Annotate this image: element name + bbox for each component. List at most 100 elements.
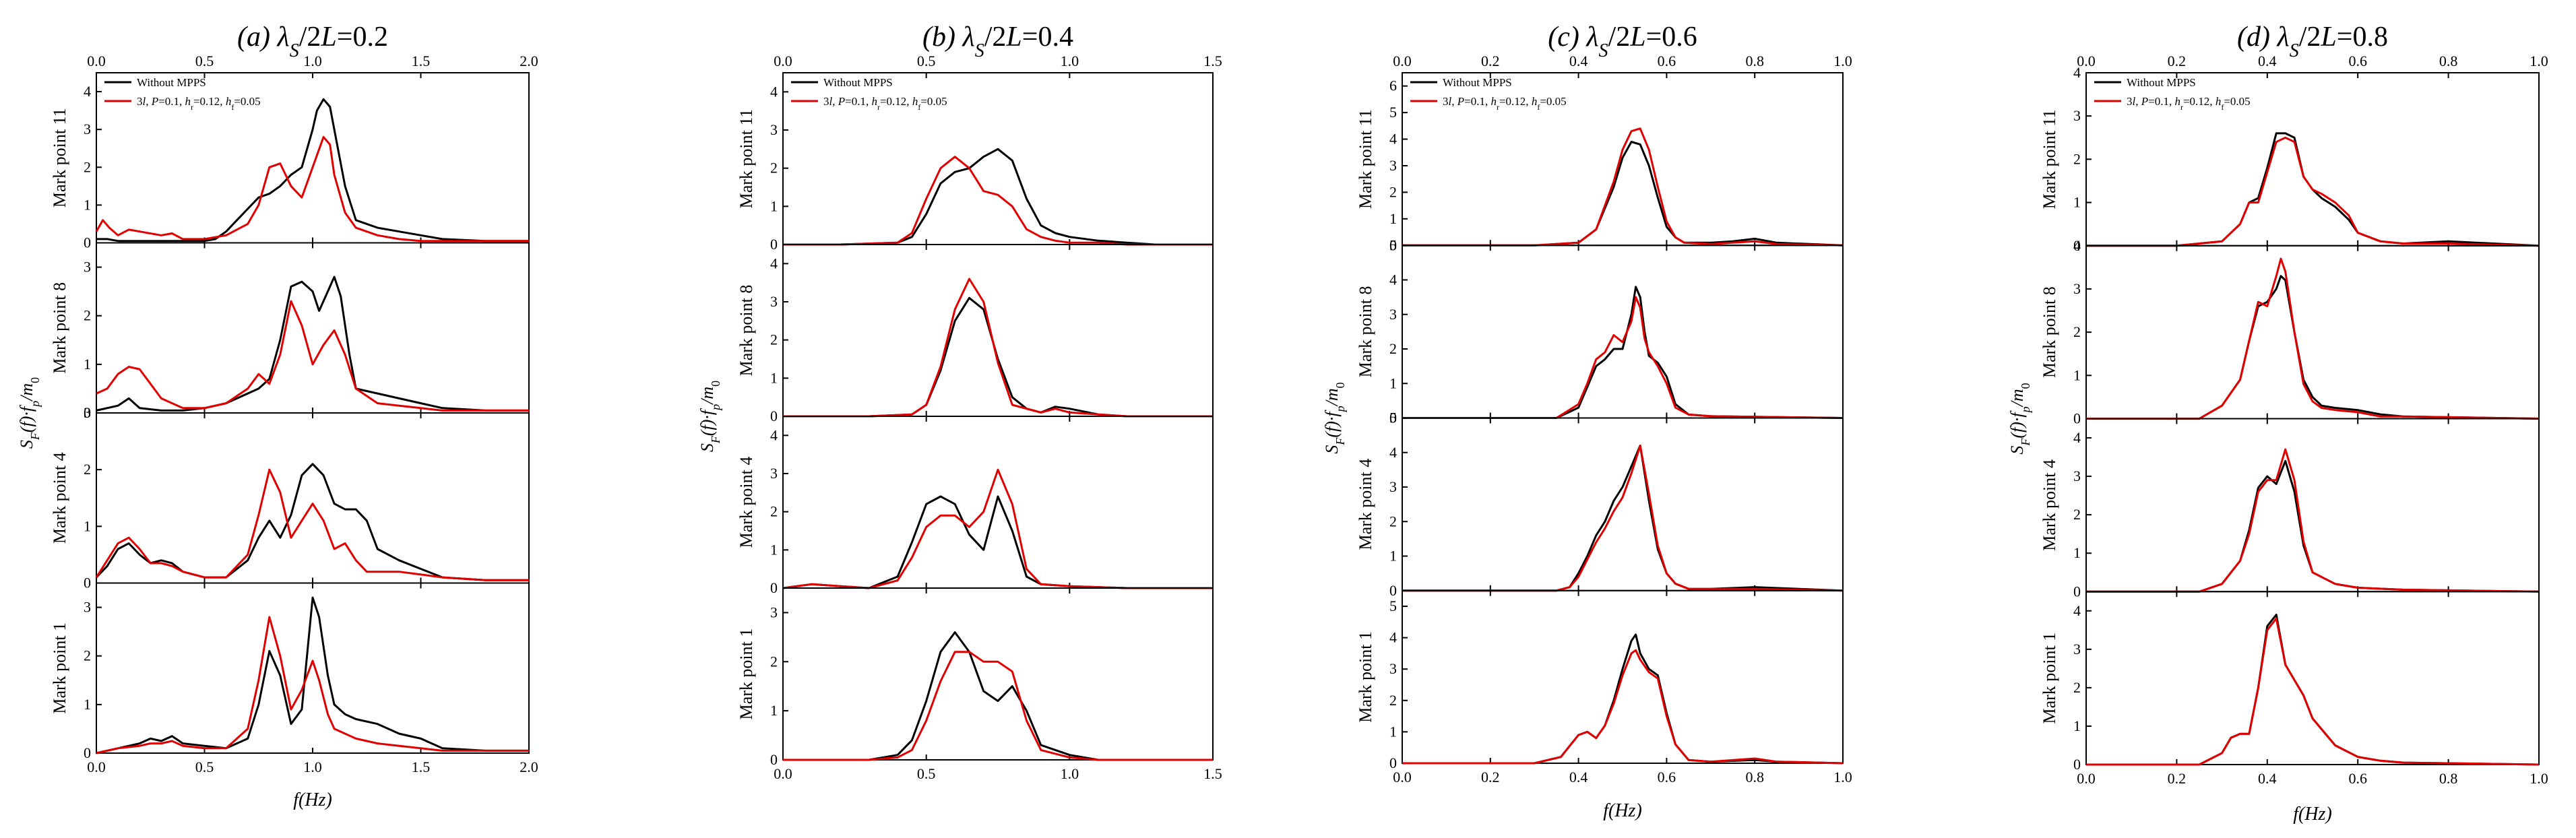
series-line-without-mpps: [1402, 633, 1844, 765]
subplot-mark-point-11: 0 1 2 3 4 5 6 Mark point 11 Without MPPS 3l, P=0.…: [1356, 72, 1844, 253]
y-tick-label: 3: [770, 293, 778, 310]
bottom-x-tick-label: 0.0: [1393, 769, 1412, 785]
bottom-x-tick-label: 0.6: [1658, 769, 1676, 785]
subplot-mark-point-1: 0 1 2 3 4 Mark point 1: [2040, 591, 2540, 773]
y-tick-label: 4: [84, 83, 91, 100]
series-line-with-mpps: [783, 651, 1213, 761]
y-tick-label: 5: [1389, 104, 1397, 121]
series-line-without-mpps: [1402, 286, 1844, 419]
panel-title: (b) λS/2L=0.4: [922, 22, 1073, 61]
y-tick-label: 1: [84, 356, 91, 373]
y-tick-label: 3: [1389, 157, 1397, 174]
bottom-x-tick-label: 0.2: [1481, 769, 1500, 785]
subplot-mark-point-4: 0 1 2 3 4 Mark point 4: [736, 416, 1214, 596]
top-x-tick-label: 1.5: [1203, 53, 1222, 69]
y-tick-label: 1: [770, 197, 778, 214]
y-tick-label: 4: [1389, 131, 1397, 148]
y-tick-label: 1: [1389, 210, 1397, 227]
series-line-with-mpps: [95, 135, 529, 243]
y-tick-label: 1: [2073, 717, 2081, 734]
bottom-x-tick-label: 2.0: [520, 759, 538, 775]
y-tick-label: 0: [1389, 754, 1397, 771]
top-x-tick-label: 0.2: [2168, 53, 2187, 69]
subplot-mark-point-8: 0 1 2 3 4 Mark point 8: [2040, 237, 2540, 427]
top-x-tick-label: 1.0: [1061, 53, 1079, 69]
series-line-with-mpps: [2086, 136, 2540, 247]
series-line-without-mpps: [783, 148, 1213, 246]
y-tick-label: 5: [1389, 410, 1397, 426]
y-tick-label: 0: [2073, 756, 2081, 773]
y-tick-label: 3: [2073, 280, 2081, 297]
series-line-with-mpps: [783, 156, 1213, 246]
top-x-tick-label: 0.8: [1745, 53, 1764, 69]
bottom-x-tick-label: 0.0: [2077, 770, 2096, 787]
series-line-without-mpps: [1402, 141, 1844, 247]
subplot-label: Mark point 8: [1356, 286, 1375, 377]
top-x-tick-label: 0.0: [87, 53, 106, 69]
subplot-label: Mark point 1: [50, 622, 69, 714]
y-tick-label: 1: [1389, 723, 1397, 740]
subplot-label: Mark point 4: [50, 452, 69, 544]
subplot-mark-point-8: 0 1 2 3 Mark point 8: [50, 242, 530, 421]
subplot-mark-point-4: 0 1 2 3 Mark point 4: [50, 404, 530, 591]
y-tick-label: 4: [2073, 64, 2081, 81]
y-tick-label: 0: [1389, 236, 1397, 253]
subplot-mark-point-4: 0 1 2 3 4 Mark point 4: [2040, 418, 2540, 600]
chart-panel-a: (a) λS/2L=0.2 0.0 0.5 1.0 1.5 2.0 0 1 2 3 4 Mark po…: [17, 22, 538, 810]
y-tick-label: 3: [1389, 478, 1397, 495]
top-x-tick-label: 0.5: [195, 53, 214, 69]
series-line-without-mpps: [2086, 614, 2540, 766]
subplot-frame: [96, 242, 530, 414]
top-x-tick-label: 1.5: [412, 53, 431, 69]
legend-label-without: Without MPPS: [823, 76, 893, 89]
y-tick-label: 4: [2073, 429, 2081, 446]
subplot-label: Mark point 11: [736, 109, 756, 209]
bottom-x-tick-label: 1.0: [1061, 765, 1079, 782]
legend: Without MPPS 3l, P=0.1, hr=0.12, hf=0.05: [2094, 76, 2251, 112]
y-tick-label: 2: [1389, 183, 1397, 200]
series-line-with-mpps: [2086, 617, 2540, 766]
bottom-x-tick-label: 0.4: [1569, 769, 1588, 785]
y-axis-label: SF(f)·fp/m0: [1322, 382, 1347, 453]
y-tick-label: 2: [84, 158, 91, 175]
y-tick-label: 1: [770, 702, 778, 719]
bottom-x-tick-label: 1.5: [412, 759, 431, 775]
bottom-x-tick-label: 0.0: [774, 765, 792, 782]
x-axis-label: f(Hz): [293, 789, 332, 810]
top-x-tick-label: 1.0: [303, 53, 322, 69]
y-tick-label: 5: [1389, 236, 1397, 253]
top-x-tick-label: 0.5: [917, 53, 936, 69]
series-line-without-mpps: [2086, 275, 2540, 420]
subplot-label: Mark point 11: [2040, 109, 2059, 209]
subplot-frame: [782, 244, 1214, 417]
y-tick-label: 2: [770, 653, 778, 670]
legend-label-with: 3l, P=0.1, hr=0.12, hf=0.05: [1443, 95, 1567, 112]
y-tick-label: 2: [2073, 679, 2081, 696]
y-tick-label: 3: [2073, 468, 2081, 484]
y-tick-label: 2: [2073, 506, 2081, 523]
subplot-label: Mark point 8: [736, 285, 756, 377]
y-tick-label: 1: [2073, 544, 2081, 561]
y-tick-label: 4: [1389, 629, 1397, 646]
y-tick-label: 3: [1389, 660, 1397, 677]
subplot-label: Mark point 4: [2040, 459, 2059, 551]
y-tick-label: 5: [1389, 598, 1397, 614]
series-line-with-mpps: [1402, 296, 1844, 419]
subplot-label: Mark point 1: [2040, 633, 2059, 724]
series-line-with-mpps: [2086, 257, 2540, 420]
y-tick-label: 4: [1389, 444, 1397, 461]
y-tick-label: 3: [2073, 107, 2081, 124]
subplot-label: Mark point 4: [736, 457, 756, 548]
legend-label-without: Without MPPS: [1443, 76, 1512, 89]
y-tick-label: 3: [84, 404, 91, 421]
series-line-without-mpps: [783, 631, 1213, 761]
y-tick-label: 2: [770, 503, 778, 520]
series-line-without-mpps: [96, 596, 529, 754]
panel-title: (c) λS/2L=0.6: [1548, 22, 1697, 61]
y-tick-label: 0: [84, 234, 91, 251]
y-tick-label: 1: [2073, 194, 2081, 211]
series-line-with-mpps: [1402, 127, 1844, 247]
top-x-tick-label: 0.4: [1569, 53, 1588, 69]
subplot-label: Mark point 8: [50, 282, 69, 374]
series-line-with-mpps: [783, 278, 1213, 418]
